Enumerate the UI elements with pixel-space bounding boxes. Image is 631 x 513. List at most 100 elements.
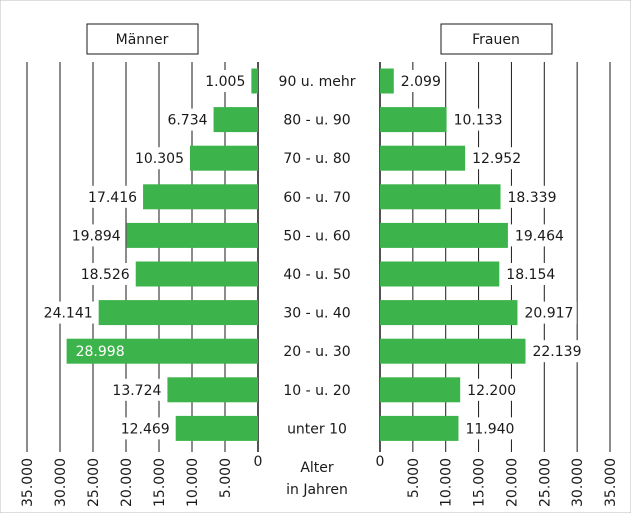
- value-label-bg-frauen-3: [502, 185, 560, 208]
- category-label-8: 10 - u. 20: [283, 383, 350, 399]
- value-label-bg-frauen-8: [462, 378, 520, 401]
- bar-maenner-1: [213, 107, 258, 133]
- tick-left-7: 35.000: [20, 458, 36, 507]
- category-label-5: 40 - u. 50: [283, 267, 350, 283]
- value-label-maenner-2: 10.305: [135, 151, 184, 167]
- bar-maenner-3: [143, 184, 258, 210]
- legend-maenner: Männer: [86, 23, 199, 55]
- value-label-frauen-4: 19.464: [515, 228, 564, 244]
- value-label-bg-frauen-6: [519, 301, 577, 324]
- tick-labels: 0 0 5.000 5.000 10.000 10.000 15.000 15.000 20.0…: [20, 454, 619, 507]
- category-label-3: 60 - u. 70: [283, 190, 350, 206]
- value-label-maenner-6: 24.141: [44, 306, 93, 322]
- value-label-frauen-8: 12.200: [467, 383, 516, 399]
- bar-frauen-8: [380, 377, 461, 403]
- tick-right-7: 35.000: [603, 458, 619, 507]
- bar-maenner-7: [66, 338, 259, 364]
- value-label-bg-frauen-7: [527, 340, 585, 363]
- value-label-frauen-6: 20.917: [524, 306, 573, 322]
- value-label-bg-frauen-9: [460, 417, 518, 440]
- value-label-frauen-3: 18.339: [508, 190, 557, 206]
- axis-title-line1: Alter: [300, 460, 334, 476]
- tick-right-0: 0: [376, 454, 385, 470]
- value-label-maenner-4: 19.894: [72, 228, 121, 244]
- bar-frauen-4: [380, 222, 508, 248]
- bar-maenner-0: [251, 68, 258, 94]
- category-labels: 90 u. mehr 80 - u. 90 70 - u. 80 60 - u. 70…: [279, 74, 356, 437]
- tick-right-6: 30.000: [570, 458, 586, 507]
- tick-left-0: 0: [254, 454, 263, 470]
- value-label-bg-frauen-4: [509, 224, 568, 247]
- category-label-9: unter 10: [287, 421, 347, 437]
- bar-maenner-2: [189, 145, 258, 171]
- value-label-maenner-0: 1.005: [205, 74, 245, 90]
- tick-right-4: 20.000: [504, 458, 520, 507]
- value-label-frauen-5: 18.154: [506, 267, 555, 283]
- value-label-bg-frauen-2: [467, 147, 525, 170]
- bar-frauen-5: [380, 261, 500, 287]
- bar-frauen-2: [380, 145, 466, 171]
- bar-maenner-6: [98, 300, 258, 326]
- value-label-bg-maenner-3: [83, 185, 142, 208]
- legend-frauen-box: [440, 23, 553, 55]
- category-label-2: 70 - u. 80: [283, 151, 350, 167]
- value-label-maenner-1: 6.734: [167, 113, 207, 129]
- category-label-4: 50 - u. 60: [283, 228, 350, 244]
- value-label-frauen-9: 11.940: [465, 421, 514, 437]
- tick-right-1: 5.000: [406, 458, 422, 498]
- value-label-bg-maenner-5: [76, 263, 134, 285]
- bar-frauen-3: [380, 184, 501, 210]
- value-label-maenner-3: 17.416: [88, 190, 137, 206]
- tick-left-3: 15.000: [152, 458, 168, 507]
- bar-frauen-7: [380, 338, 526, 364]
- category-label-0: 90 u. mehr: [279, 74, 356, 90]
- value-label-maenner-5: 18.526: [81, 267, 130, 283]
- bar-frauen-0: [380, 68, 394, 94]
- value-label-maenner-8: 13.724: [112, 383, 161, 399]
- value-label-bg-maenner-8: [108, 378, 166, 401]
- axis-title-line2: in Jahren: [286, 482, 348, 498]
- tick-left-4: 20.000: [119, 458, 135, 507]
- bar-frauen-9: [380, 415, 459, 441]
- tick-right-3: 15.000: [472, 458, 488, 507]
- value-label-bg-frauen-5: [501, 263, 559, 285]
- legend-maenner-label: Männer: [116, 32, 169, 48]
- value-label-bg-maenner-4: [67, 224, 125, 247]
- value-label-frauen-7: 22.139: [532, 344, 581, 360]
- tick-left-1: 5.000: [218, 458, 234, 498]
- value-labels: 1.005 2.099 6.734 10.133 10.305 12.952 17.416 1…: [39, 70, 585, 440]
- tick-left-5: 25.000: [86, 458, 102, 507]
- value-label-bg-maenner-2: [130, 147, 188, 170]
- category-label-6: 30 - u. 40: [283, 306, 350, 322]
- value-label-bg-maenner-0: [200, 70, 250, 92]
- legend-maenner-box: [86, 23, 199, 55]
- bar-maenner-4: [126, 222, 258, 248]
- tick-left-2: 10.000: [185, 458, 201, 507]
- legend-frauen-label: Frauen: [472, 32, 520, 48]
- bar-maenner-8: [167, 377, 258, 403]
- bar-frauen-1: [380, 107, 447, 133]
- category-label-7: 20 - u. 30: [283, 344, 350, 360]
- value-label-bg-maenner-9: [116, 417, 174, 440]
- bars: [66, 68, 526, 441]
- value-label-bg-frauen-0: [395, 70, 445, 92]
- tick-left-6: 30.000: [53, 458, 69, 507]
- bar-frauen-6: [380, 300, 518, 326]
- value-label-maenner-7: 28.998: [76, 344, 125, 360]
- bar-maenner-9: [175, 415, 258, 441]
- tick-right-2: 10.000: [439, 458, 455, 507]
- value-label-frauen-1: 10.133: [454, 113, 503, 129]
- value-label-bg-frauen-1: [448, 108, 506, 131]
- value-label-maenner-9: 12.469: [121, 421, 170, 437]
- category-label-1: 80 - u. 90: [283, 113, 350, 129]
- bar-maenner-5: [135, 261, 258, 287]
- legend-frauen: Frauen: [440, 23, 553, 55]
- value-label-bg-maenner-1: [162, 108, 212, 131]
- value-label-frauen-2: 12.952: [472, 151, 521, 167]
- tick-right-5: 25.000: [537, 458, 553, 507]
- value-label-bg-maenner-6: [39, 301, 97, 324]
- value-label-frauen-0: 2.099: [401, 74, 441, 90]
